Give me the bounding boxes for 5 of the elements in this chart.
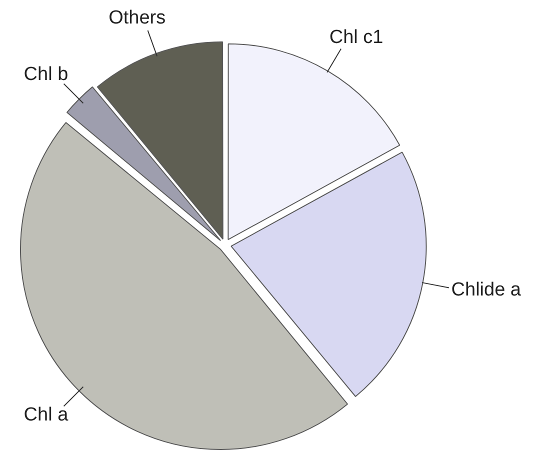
slice-label: Others [108, 7, 166, 28]
slice-label: Chl a [24, 404, 69, 426]
slice-label: Chl b [24, 64, 68, 85]
slice-label: Chlide a [451, 279, 522, 300]
slice-label: Chl c1 [329, 26, 384, 48]
